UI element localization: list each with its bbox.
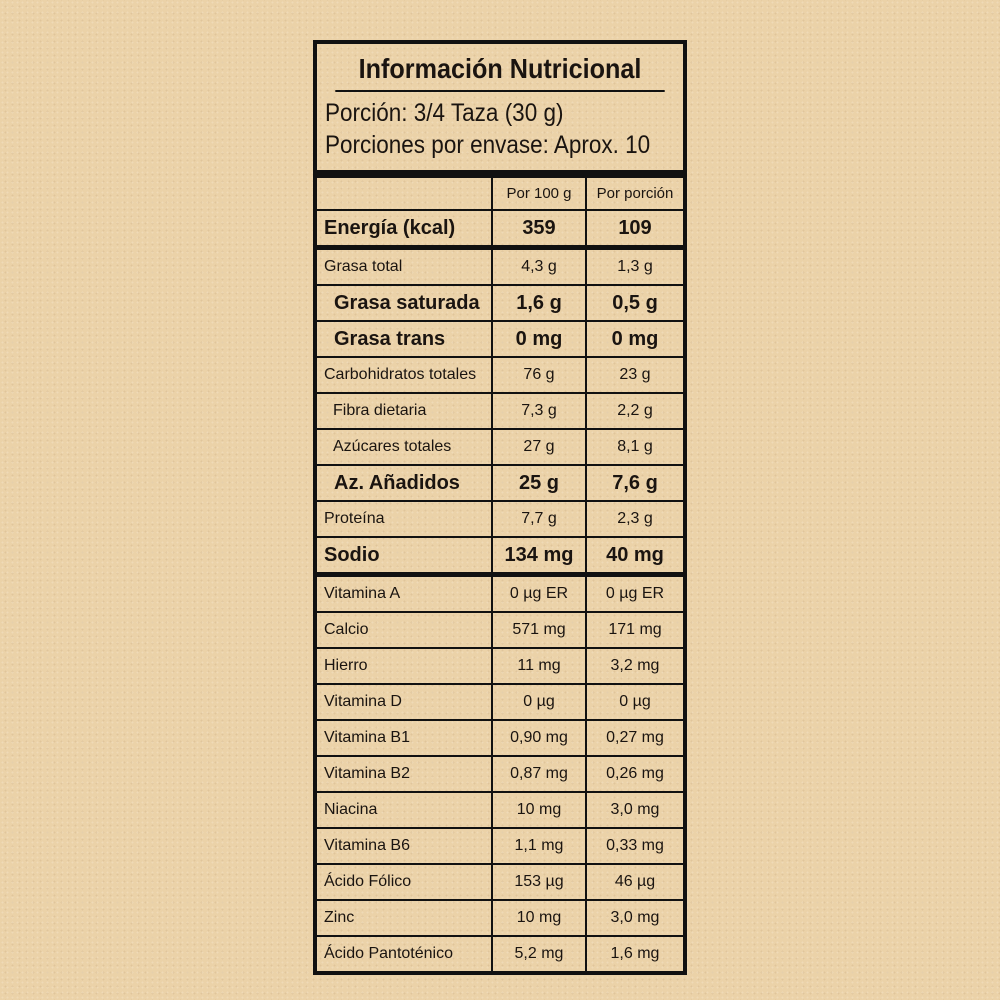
nutrient-row: Grasa saturada 1,6 g 0,5 g: [317, 286, 683, 322]
label-title: Información Nutricional: [335, 44, 665, 92]
row-label: Proteína: [317, 502, 493, 536]
serving-info: Porción: 3/4 Taza (30 g) Porciones por e…: [317, 92, 683, 178]
header-blank: [317, 178, 493, 209]
value-per-100g: 1,1 mg: [493, 829, 587, 863]
value-per-100g: 76 g: [493, 358, 587, 392]
energy-row: Energía (kcal) 359 109: [317, 211, 683, 250]
vitamin-row: Niacina 10 mg 3,0 mg: [317, 793, 683, 829]
value-per-portion: 2,2 g: [617, 402, 653, 419]
nutrient-row: Grasa total 4,3 g 1,3 g: [317, 250, 683, 286]
value-per-100g: 25 g: [493, 466, 587, 500]
energy-per-portion: 109: [618, 216, 652, 239]
row-label: Ácido Pantoténico: [317, 937, 493, 971]
value-per-100g: 7,3 g: [493, 394, 587, 428]
value-per-100g: 153 µg: [493, 865, 587, 899]
value-per-portion: 3,0 mg: [610, 909, 660, 926]
nutrient-row: Fibra dietaria 7,3 g 2,2 g: [317, 394, 683, 430]
value-per-100g: 134 mg: [493, 538, 587, 572]
header-per-100g: Por 100 g: [493, 178, 587, 209]
nutrient-rows: Grasa total 4,3 g 1,3 g Grasa saturada 1,6 g…: [317, 250, 683, 971]
row-label: Vitamina B1: [317, 721, 493, 755]
energy-label: Energía (kcal): [317, 211, 493, 245]
servings-per-package: Porciones por envase: Aprox. 10: [325, 131, 651, 159]
row-label: Grasa saturada: [317, 286, 493, 320]
vitamin-row: Calcio 571 mg 171 mg: [317, 613, 683, 649]
row-label: Carbohidratos totales: [317, 358, 493, 392]
value-per-100g: 27 g: [493, 430, 587, 464]
row-label: Zinc: [317, 901, 493, 935]
vitamin-row: Vitamina B1 0,90 mg 0,27 mg: [317, 721, 683, 757]
value-per-portion: 3,0 mg: [610, 801, 660, 818]
row-label: Grasa trans: [317, 322, 493, 356]
value-per-portion: 3,2 mg: [610, 657, 660, 674]
value-per-portion: 0,5 g: [612, 291, 658, 314]
value-per-portion: 8,1 g: [617, 438, 653, 455]
vitamin-row: Zinc 10 mg 3,0 mg: [317, 901, 683, 937]
value-per-portion: 7,6 g: [612, 471, 658, 494]
row-label: Vitamina B6: [317, 829, 493, 863]
value-per-100g: 0 mg: [493, 322, 587, 356]
value-per-100g: 7,7 g: [493, 502, 587, 536]
row-label: Vitamina D: [317, 685, 493, 719]
value-per-100g: 0,87 mg: [493, 757, 587, 791]
vitamin-row: Ácido Fólico 153 µg 46 µg: [317, 865, 683, 901]
column-header-row: Por 100 g Por porción: [317, 178, 683, 211]
vitamin-row: Hierro 11 mg 3,2 mg: [317, 649, 683, 685]
vitamin-row: Vitamina B2 0,87 mg 0,26 mg: [317, 757, 683, 793]
value-per-100g: 571 mg: [493, 613, 587, 647]
row-label: Ácido Fólico: [317, 865, 493, 899]
value-per-portion: 171 mg: [608, 621, 662, 638]
value-per-portion: 40 mg: [606, 543, 664, 566]
nutrient-row: Az. Añadidos 25 g 7,6 g: [317, 466, 683, 502]
row-label: Azúcares totales: [317, 430, 493, 464]
value-per-portion: 0 mg: [611, 327, 659, 350]
value-per-100g: 0,90 mg: [493, 721, 587, 755]
value-per-100g: 0 µg: [493, 685, 587, 719]
value-per-100g: 1,6 g: [493, 286, 587, 320]
row-label: Fibra dietaria: [317, 394, 493, 428]
row-label: Vitamina B2: [317, 757, 493, 791]
vitamin-row: Vitamina B6 1,1 mg 0,33 mg: [317, 829, 683, 865]
value-per-100g: 5,2 mg: [493, 937, 587, 971]
nutrient-row: Carbohidratos totales 76 g 23 g: [317, 358, 683, 394]
value-per-portion: 0,26 mg: [606, 765, 664, 782]
nutrient-row: Sodio 134 mg 40 mg: [317, 538, 683, 577]
row-label: Az. Añadidos: [317, 466, 493, 500]
energy-per-100g: 359: [493, 211, 587, 245]
row-label: Calcio: [317, 613, 493, 647]
nutrition-facts-label: Información Nutricional Porción: 3/4 Taz…: [313, 40, 687, 975]
value-per-portion: 0 µg: [619, 693, 651, 710]
value-per-portion: 46 µg: [614, 873, 656, 890]
value-per-100g: 11 mg: [493, 649, 587, 683]
nutrient-row: Grasa trans 0 mg 0 mg: [317, 322, 683, 358]
value-per-100g: 10 mg: [493, 901, 587, 935]
value-per-portion: 0,33 mg: [606, 837, 664, 854]
value-per-portion: 1,6 mg: [610, 945, 660, 962]
value-per-portion: 1,3 g: [617, 258, 653, 275]
nutrient-row: Azúcares totales 27 g 8,1 g: [317, 430, 683, 466]
vitamin-row: Ácido Pantoténico 5,2 mg 1,6 mg: [317, 937, 683, 971]
row-label: Hierro: [317, 649, 493, 683]
nutrient-row: Proteína 7,7 g 2,3 g: [317, 502, 683, 538]
value-per-portion: 0,27 mg: [606, 729, 664, 746]
value-per-portion: 0 µg ER: [605, 585, 665, 602]
value-per-portion: 23 g: [619, 366, 651, 383]
value-per-100g: 0 µg ER: [493, 577, 587, 611]
row-label: Niacina: [317, 793, 493, 827]
value-per-100g: 10 mg: [493, 793, 587, 827]
value-per-100g: 4,3 g: [493, 250, 587, 284]
row-label: Grasa total: [317, 250, 493, 284]
portion-size: Porción: 3/4 Taza (30 g): [325, 99, 564, 127]
header-per-portion: Por porción: [596, 185, 674, 202]
value-per-portion: 2,3 g: [617, 510, 653, 527]
row-label: Vitamina A: [317, 577, 493, 611]
row-label: Sodio: [317, 538, 493, 572]
